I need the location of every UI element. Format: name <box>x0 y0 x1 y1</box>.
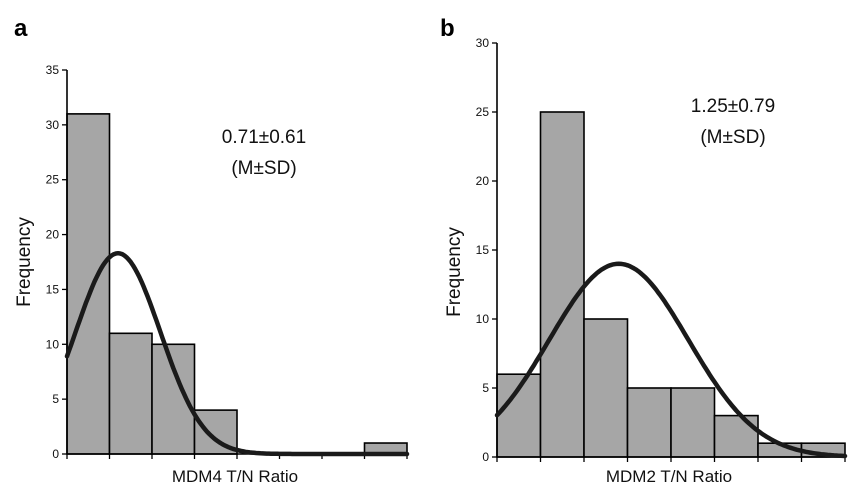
y-tick-label: 35 <box>46 63 60 77</box>
x-axis-label-a: MDM4 T/N Ratio <box>172 467 298 486</box>
histogram-panel-b: b Frequency MDM2 T/N Ratio 1.25±0.79 (M±… <box>440 15 848 486</box>
y-tick-label: 25 <box>476 105 490 119</box>
histogram-bar <box>670 387 716 458</box>
y-tick-label: 15 <box>476 243 490 257</box>
annotation-mean-sd-b: 1.25±0.79 <box>691 96 775 117</box>
y-tick-label: 10 <box>476 312 490 326</box>
x-axis-label-b: MDM2 T/N Ratio <box>606 467 732 486</box>
histogram-bar <box>713 414 759 458</box>
y-tick-label: 15 <box>46 282 60 296</box>
normal-fit-curve <box>494 261 848 459</box>
annotation-label-b: (M±SD) <box>700 127 765 148</box>
y-tick-label: 0 <box>52 447 59 461</box>
histogram-bar <box>66 113 111 455</box>
y-tick-label: 30 <box>46 118 60 132</box>
y-tick-label: 10 <box>46 337 60 351</box>
y-tick-label: 30 <box>476 36 490 50</box>
annotation-mean-sd-a: 0.71±0.61 <box>222 127 306 148</box>
y-tick-label: 25 <box>46 173 60 187</box>
y-tick-label: 20 <box>46 228 60 242</box>
histogram-bar <box>626 387 672 458</box>
histogram-panel-a: a Frequency MDM4 T/N Ratio 0.71±0.61 (M±… <box>14 15 410 486</box>
y-tick-label: 0 <box>482 450 489 464</box>
y-tick-label: 5 <box>482 381 489 395</box>
annotation-label-a: (M±SD) <box>231 158 296 179</box>
histogram-bar <box>108 332 153 455</box>
normal-fit-curve <box>64 250 410 457</box>
histogram-bar <box>539 111 585 458</box>
y-axis-label-b: Frequency <box>444 227 465 317</box>
y-tick-label: 5 <box>52 392 59 406</box>
y-axis-label-a: Frequency <box>14 217 35 307</box>
panel-label-b: b <box>440 15 455 42</box>
histogram-bar <box>583 318 629 458</box>
y-tick-label: 20 <box>476 174 490 188</box>
panel-label-a: a <box>14 15 28 42</box>
